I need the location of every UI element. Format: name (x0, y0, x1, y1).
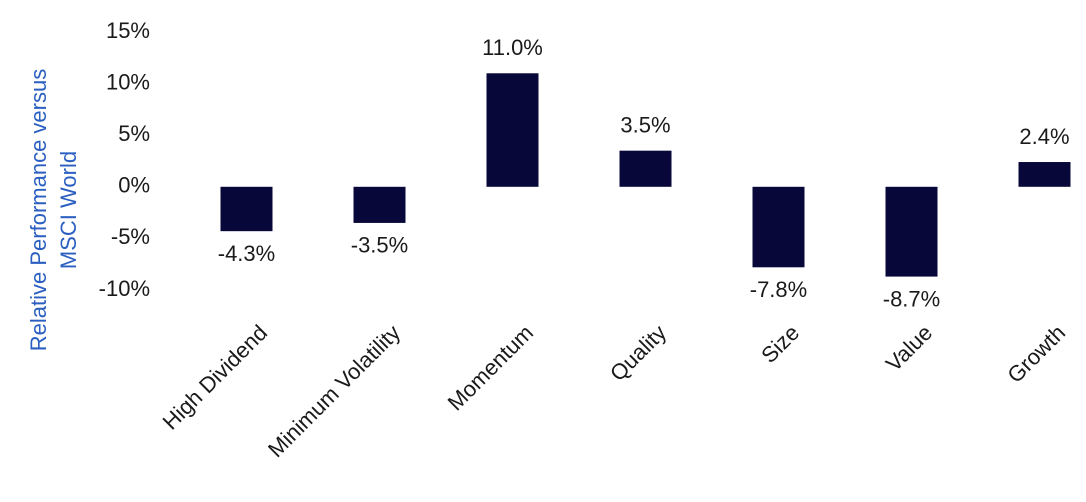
y-tick-label: 10% (106, 69, 150, 94)
y-tick-label: -10% (99, 276, 150, 301)
value-label: -7.8% (750, 277, 807, 302)
x-tick-label: Momentum (443, 320, 538, 415)
x-tick-label: Size (756, 320, 804, 368)
y-axis-label: Relative Performance versus (26, 69, 51, 351)
bar (220, 186, 273, 232)
bar (353, 186, 406, 223)
value-label: 11.0% (482, 35, 543, 60)
x-tick-label: Minimum Volatility (263, 320, 405, 462)
value-label: 3.5% (620, 112, 670, 137)
bar (1018, 162, 1071, 187)
value-label: -3.5% (351, 233, 408, 258)
bar (619, 150, 672, 187)
x-tick-label: Growth (1002, 320, 1070, 388)
value-label: -8.7% (883, 286, 940, 311)
bar (752, 186, 805, 268)
x-tick-label: Quality (605, 320, 671, 386)
value-label: 2.4% (1019, 124, 1069, 149)
x-tick-label: Value (881, 320, 937, 376)
bar (885, 186, 938, 277)
y-tick-label: 15% (106, 18, 150, 43)
x-tick-label: High Dividend (158, 320, 273, 435)
value-label: -4.3% (218, 241, 275, 266)
y-tick-label: -5% (111, 224, 150, 249)
y-axis-label: MSCI World (56, 151, 81, 269)
bar (486, 73, 539, 187)
y-tick-label: 5% (118, 121, 150, 146)
y-tick-label: 0% (118, 173, 150, 198)
